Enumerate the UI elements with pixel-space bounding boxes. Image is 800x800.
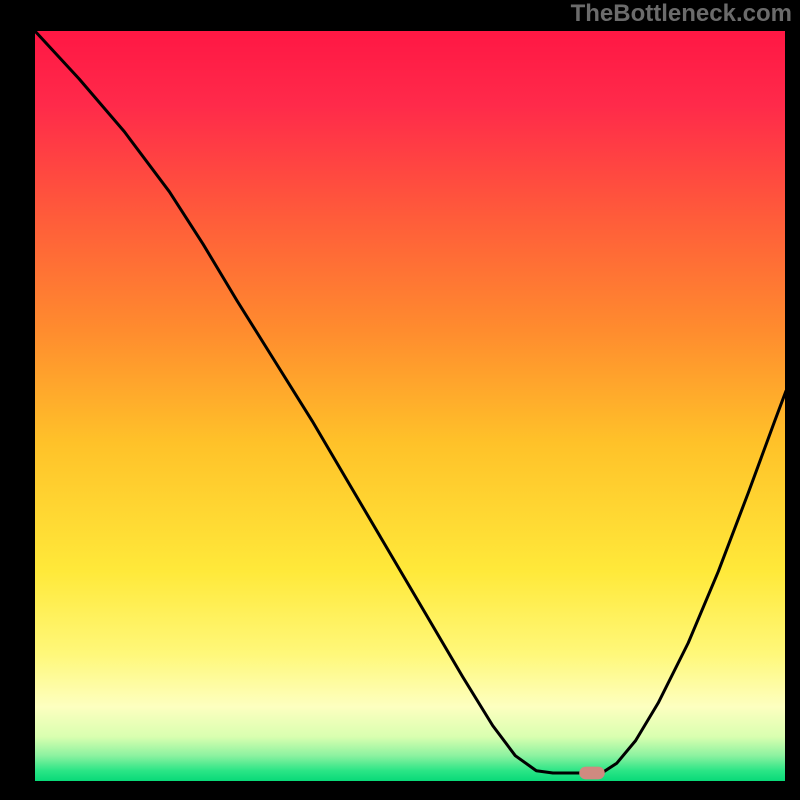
plot-background [34, 30, 786, 782]
watermark-text: TheBottleneck.com [571, 0, 792, 28]
optimal-marker [579, 767, 605, 780]
bottleneck-chart [0, 0, 800, 800]
